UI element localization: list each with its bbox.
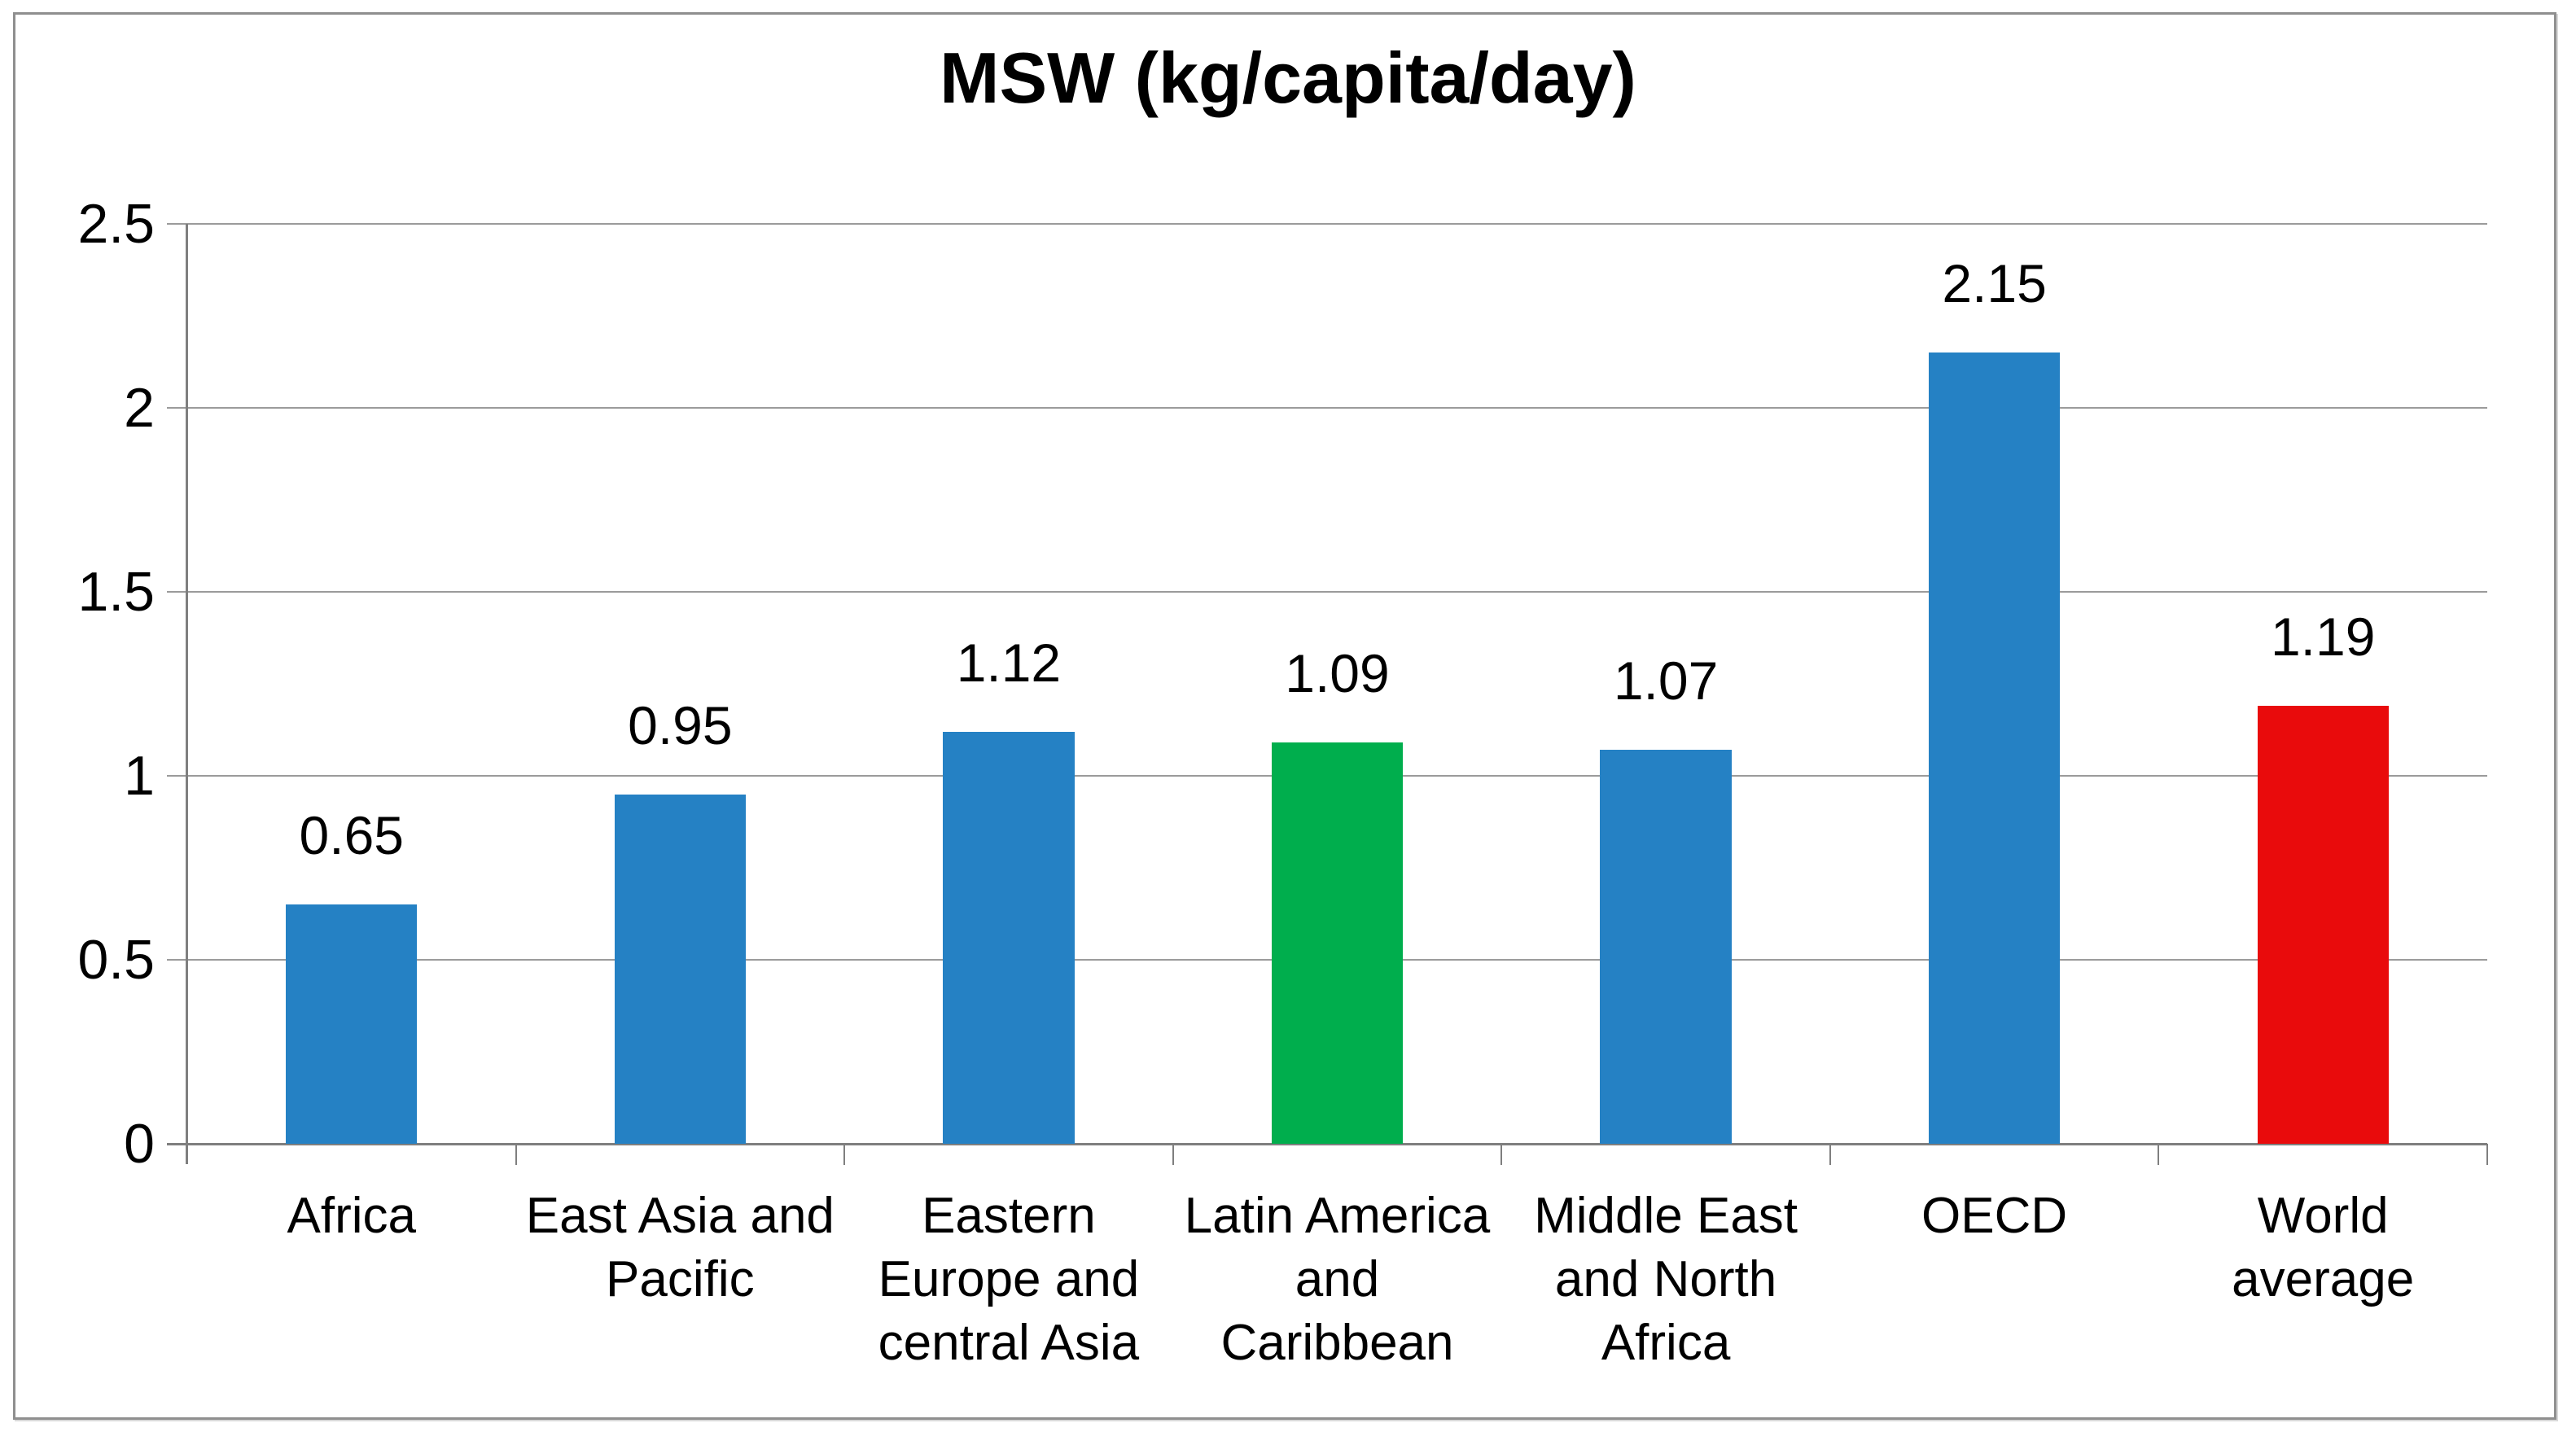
bar-value-label: 0.65 — [299, 805, 405, 866]
x-axis-tick — [1829, 1144, 1831, 1165]
y-gridline — [167, 591, 2487, 593]
bar-value-label: 1.09 — [1285, 643, 1390, 704]
bar-value-label: 1.07 — [1613, 650, 1719, 712]
bar-oecd — [1928, 352, 2061, 1144]
bar-value-label: 0.95 — [628, 694, 733, 755]
x-axis-tick — [1500, 1144, 1503, 1165]
x-axis-tick — [843, 1144, 846, 1165]
y-axis-tick-label: 1 — [124, 745, 155, 807]
y-axis-tick-label: 2.5 — [77, 193, 155, 255]
chart-title: MSW (kg/capita/day) — [940, 37, 1636, 118]
bar-value-label: 1.19 — [2270, 606, 2376, 668]
x-axis-category-label: Middle East and North Africa — [1534, 1188, 1798, 1371]
x-axis-category-label: World average — [2232, 1188, 2415, 1307]
bar-eastern — [943, 731, 1075, 1144]
bar-latin-america — [1271, 742, 1404, 1144]
y-gridline — [167, 223, 2487, 225]
y-axis-tick-label: 0.5 — [77, 929, 155, 991]
y-axis-tick-label: 1.5 — [77, 561, 155, 623]
chart-frame — [13, 12, 2556, 1420]
x-axis-category-label: East Asia and Pacific — [525, 1188, 835, 1307]
bar-world — [2257, 706, 2389, 1144]
y-axis-tick-label: 0 — [124, 1113, 155, 1175]
bar-middle-east — [1600, 750, 1732, 1144]
x-axis-category-label: Latin America and Caribbean — [1184, 1188, 1491, 1371]
x-axis-category-label: Eastern Europe and central Asia — [878, 1188, 1140, 1371]
bar-value-label: 2.15 — [1942, 253, 2047, 314]
bar-east-asia-and — [614, 794, 747, 1144]
x-axis-tick — [515, 1144, 517, 1165]
x-axis-category-label: OECD — [1921, 1188, 2068, 1244]
y-gridline — [167, 407, 2487, 409]
plot-area: 0 0.5 1 1.5 2 2.5 0.65 Africa 0.95 East Asia and … — [77, 196, 2488, 1371]
bar-africa — [286, 904, 418, 1144]
x-axis-category-label: Africa — [287, 1188, 417, 1244]
x-axis-tick — [1172, 1144, 1174, 1165]
y-axis-line — [186, 224, 188, 1164]
x-axis-tick — [2486, 1144, 2488, 1165]
x-axis-tick — [2158, 1144, 2160, 1165]
y-axis-tick-label: 2 — [124, 377, 155, 439]
bar-value-label: 1.12 — [956, 632, 1062, 693]
x-axis-line — [167, 1143, 2487, 1145]
